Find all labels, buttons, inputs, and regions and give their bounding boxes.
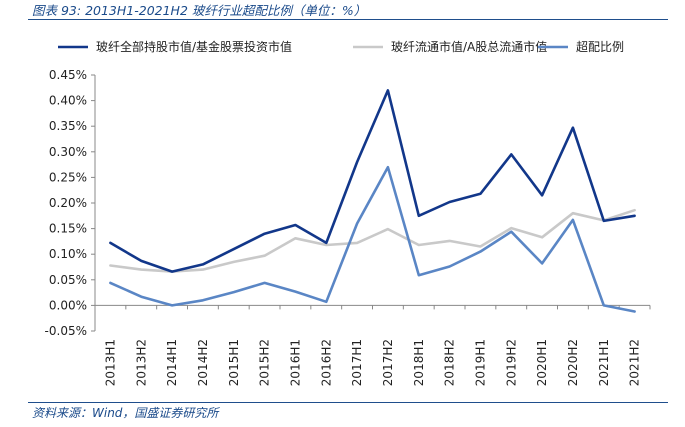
x-tick-label: 2017H2 <box>381 339 395 386</box>
legend-label: 超配比例 <box>576 39 624 54</box>
x-tick-label: 2013H2 <box>134 339 148 386</box>
x-tick-label: 2016H2 <box>319 339 333 386</box>
y-tick-label: 0.00% <box>49 298 87 312</box>
y-tick-label: 0.20% <box>49 196 87 210</box>
x-tick-label: 2018H1 <box>412 339 426 386</box>
x-tick-label: 2016H1 <box>288 339 302 386</box>
y-tick-label: 0.35% <box>49 119 87 133</box>
source-rule <box>28 402 668 403</box>
series-line-1 <box>109 208 636 273</box>
y-tick-label: -0.05% <box>45 324 87 338</box>
x-tick-label: 2013H1 <box>103 339 117 386</box>
series-line-2 <box>109 165 636 313</box>
y-tick-label: 0.25% <box>49 170 87 184</box>
x-tick-label: 2015H1 <box>227 339 241 386</box>
x-tick-label: 2014H1 <box>165 339 179 386</box>
source-note: 资料来源：Wind，国盛证券研究所 <box>32 406 219 420</box>
x-tick-label: 2017H1 <box>350 339 364 386</box>
series-line-0 <box>109 89 636 273</box>
x-tick-label: 2014H2 <box>196 339 210 386</box>
legend-label: 玻纤全部持股市值/基金股票投资市值 <box>96 39 292 54</box>
x-tick-label: 2019H2 <box>504 339 518 386</box>
legend-label: 玻纤流通市值/A股总流通市值 <box>391 39 547 54</box>
x-tick-label: 2021H2 <box>628 339 642 386</box>
y-tick-label: 0.10% <box>49 247 87 261</box>
x-tick-label: 2020H1 <box>535 339 549 386</box>
y-tick-label: 0.15% <box>49 222 87 236</box>
title-rule <box>28 19 668 20</box>
x-tick-label: 2015H2 <box>258 339 272 386</box>
y-tick-label: 0.40% <box>49 94 87 108</box>
x-tick-label: 2020H2 <box>566 339 580 386</box>
x-tick-label: 2019H1 <box>473 339 487 386</box>
figure-title: 图表 93: 2013H1-2021H2 玻纤行业超配比例（单位：%） <box>32 3 367 18</box>
x-tick-label: 2018H2 <box>443 339 457 386</box>
y-tick-label: 0.30% <box>49 145 87 159</box>
y-tick-label: 0.45% <box>49 68 87 82</box>
x-tick-label: 2021H1 <box>597 339 611 386</box>
y-tick-label: 0.05% <box>49 273 87 287</box>
